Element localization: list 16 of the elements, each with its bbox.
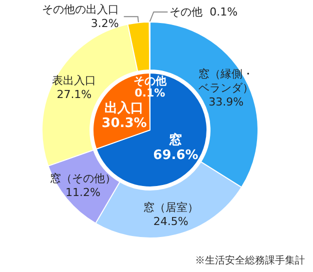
- slice-label: 窓（縁側・ベランダ）: [198, 67, 254, 94]
- data-label: 69.6%: [153, 148, 198, 164]
- data-label: 27.1%: [56, 88, 92, 101]
- slice-label: その他の出入口: [42, 3, 119, 16]
- data-label: 33.9%: [208, 95, 244, 108]
- data-label: 30.3%: [102, 116, 147, 131]
- slice-label: 窓（居室）: [143, 200, 198, 214]
- text: ※生活安全総務課手集計: [195, 254, 305, 266]
- slice-label: 窓: [169, 132, 182, 148]
- slice-label: その他 0.1%: [170, 6, 238, 18]
- data-label: 24.5%: [153, 214, 188, 228]
- slice-label: 表出入口: [52, 74, 96, 87]
- data-label: 3.2%: [90, 17, 119, 30]
- slice-label: 窓（その他）: [50, 172, 116, 185]
- data-label: 11.2%: [65, 186, 100, 199]
- slice-label: 出入口: [104, 100, 144, 116]
